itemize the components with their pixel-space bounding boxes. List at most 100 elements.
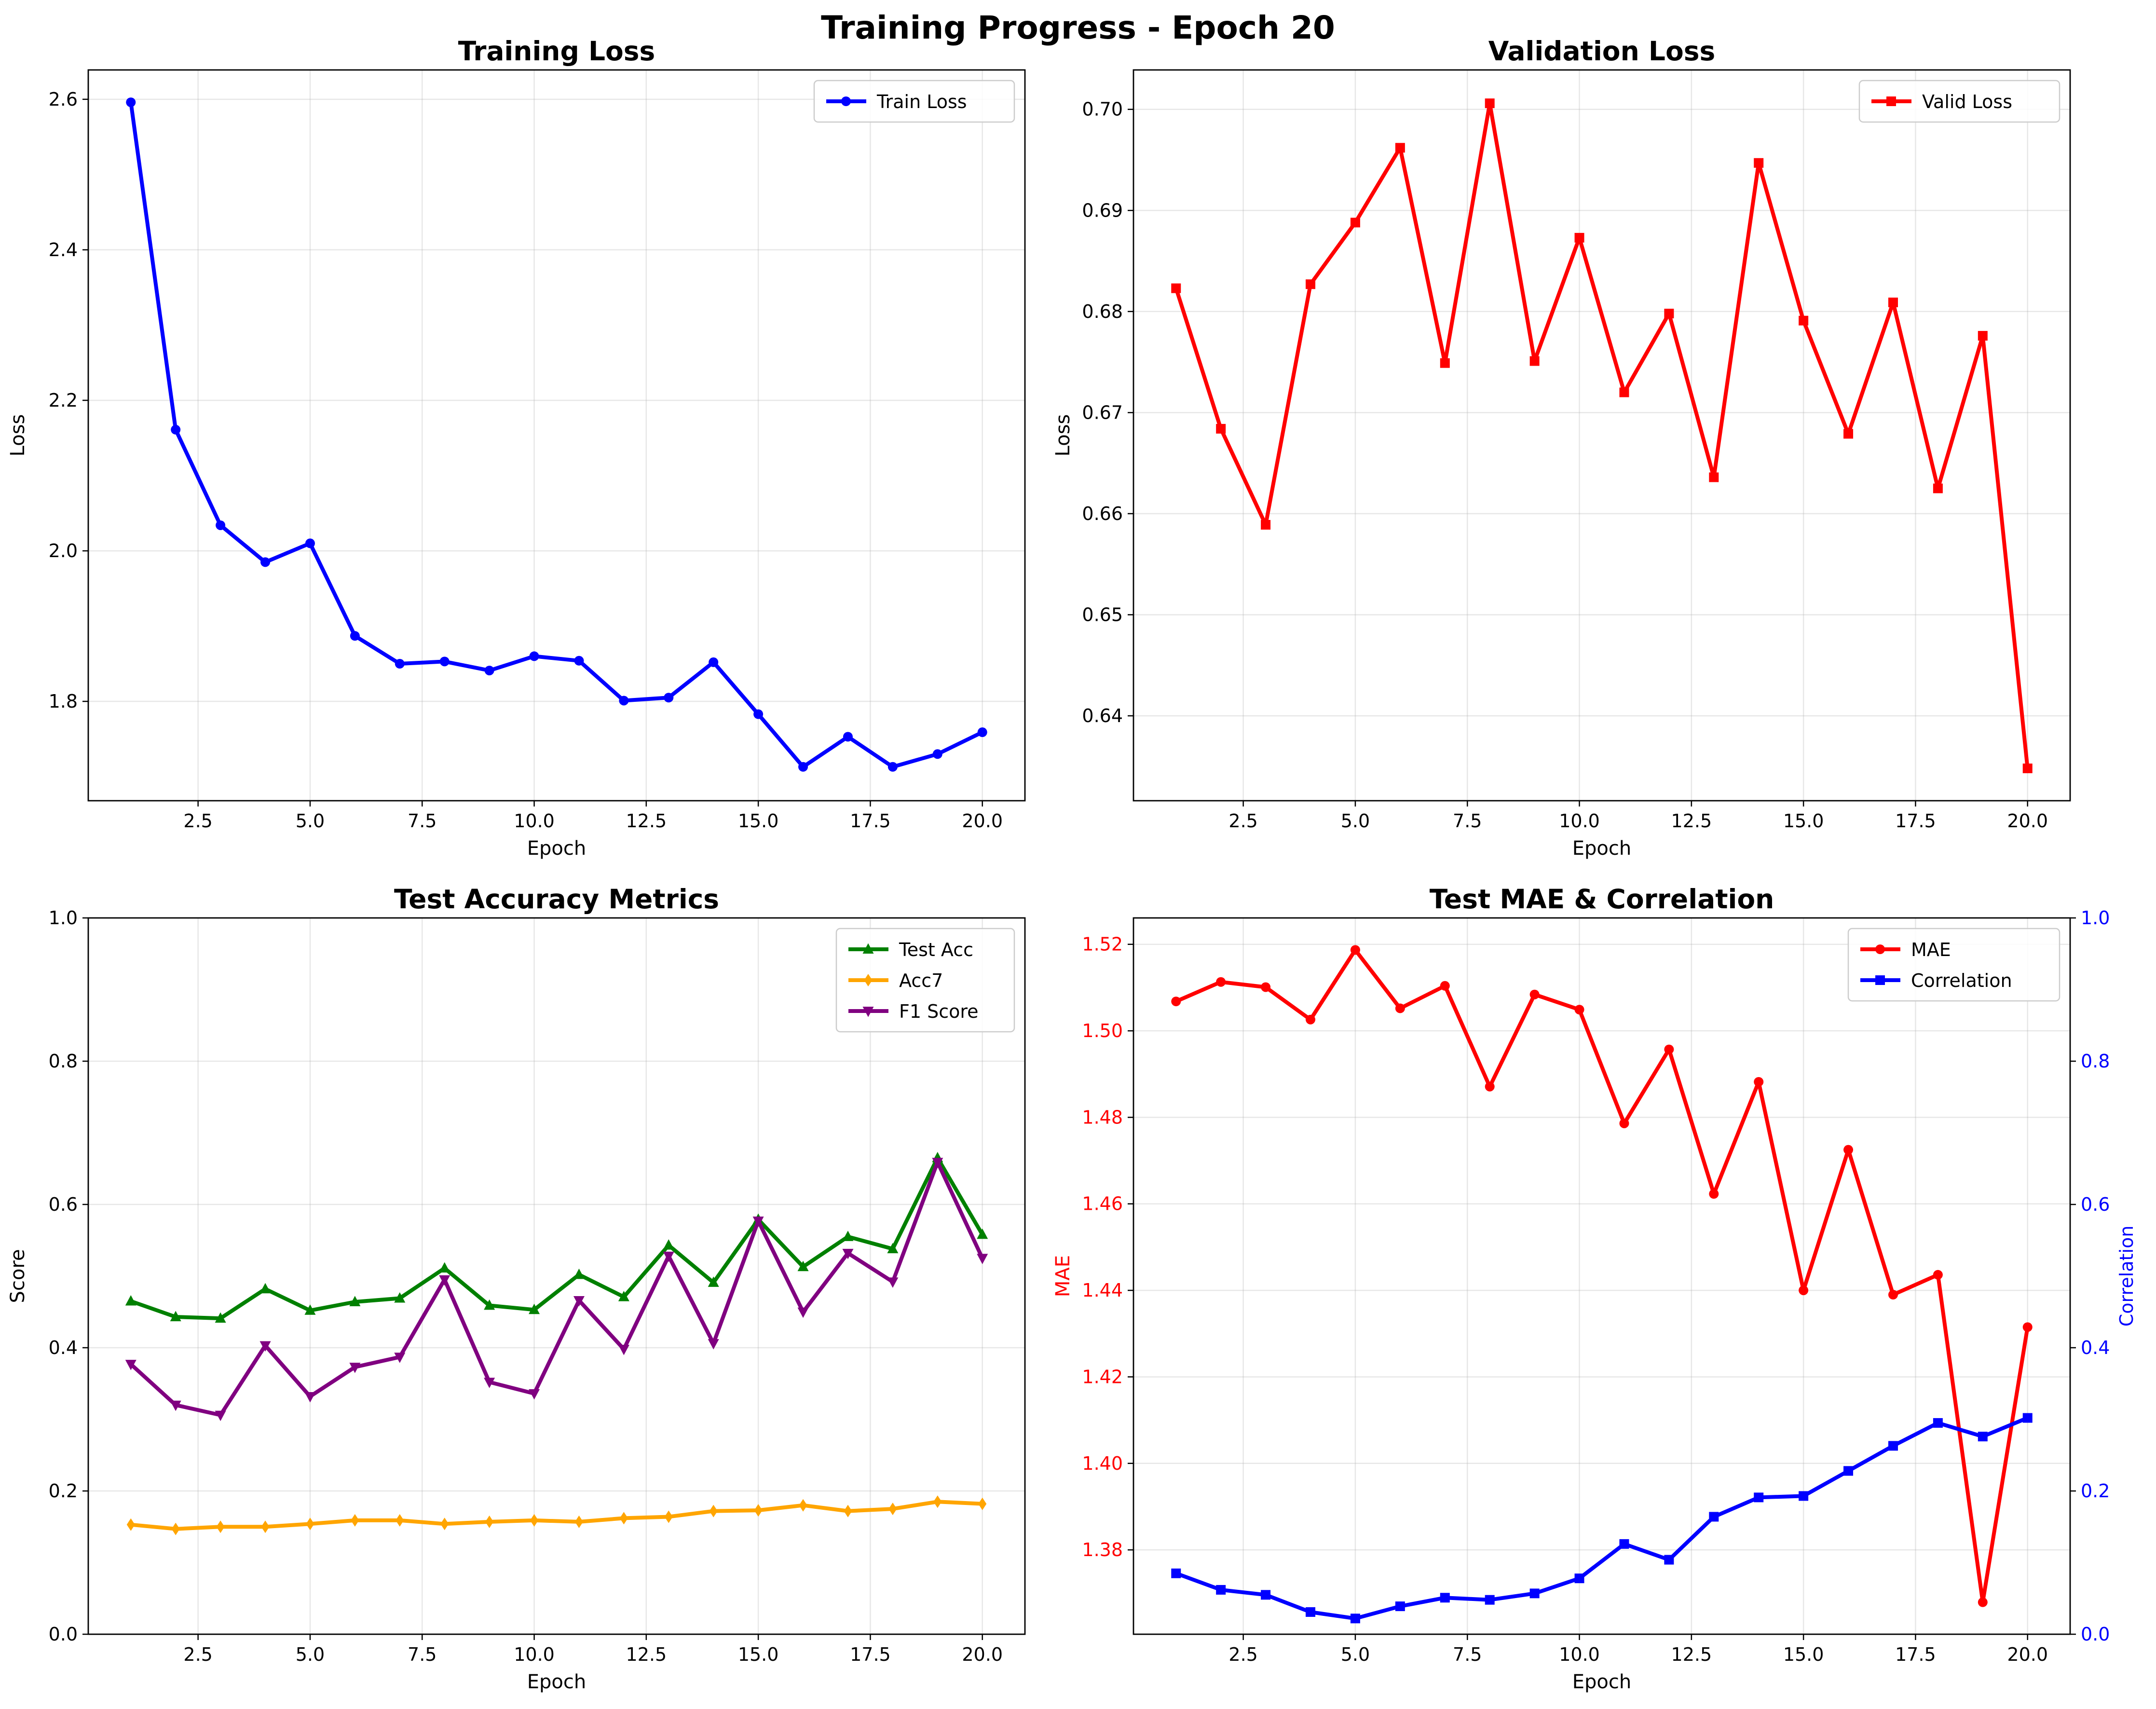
data-point-f1-score (887, 1277, 899, 1288)
data-point-f1-score (484, 1378, 495, 1388)
series-correlation (1171, 1413, 2033, 1624)
data-point-f1-score (573, 1296, 585, 1307)
plot-frame (87, 917, 1026, 1635)
x-axis-label: Epoch (527, 837, 586, 860)
data-point-test-acc (842, 1230, 854, 1241)
data-point-mae (1261, 982, 1271, 992)
x-tick-label: 12.5 (1671, 1644, 1712, 1665)
x-tick-label: 15.0 (1783, 1644, 1824, 1665)
data-point-mae (1485, 1081, 1495, 1092)
data-point-test-acc (529, 1303, 540, 1314)
legend-box (1847, 928, 2060, 1002)
x-tick-label: 10.0 (514, 1644, 555, 1665)
grid (1133, 918, 2070, 1634)
y-tick-label: 1.48 (1082, 1107, 1123, 1128)
data-point-correlation (1440, 1593, 1450, 1603)
x-tick-label: 15.0 (738, 810, 779, 832)
x-tick-label: 20.0 (2007, 810, 2048, 832)
data-point-correlation (1978, 1432, 1988, 1442)
data-point-valid-loss (2022, 763, 2033, 773)
data-point-acc7 (126, 1518, 135, 1531)
panel-validation-loss: 2.5 5.0 7.5 10.0 12.5 15.0 17.5 20.0 0.64 0.65 0.6… (1052, 36, 2071, 860)
x-tick-label: 17.5 (1895, 1644, 1936, 1665)
data-point-correlation (1843, 1466, 1854, 1476)
data-point-f1-score (842, 1248, 854, 1259)
data-point-correlation (1619, 1539, 1629, 1549)
legend-label-valid-loss: Valid Loss (1922, 91, 2012, 112)
data-point-test-acc (394, 1292, 406, 1303)
data-point-test-acc (349, 1296, 361, 1306)
data-point-test-acc (170, 1311, 181, 1322)
data-point-test-acc (887, 1243, 899, 1254)
x-tick-label: 2.5 (1228, 810, 1257, 832)
data-point-train-loss (574, 656, 584, 666)
data-point-f1-score (215, 1410, 226, 1422)
legend: Train Loss (813, 80, 1015, 123)
data-point-acc7 (619, 1512, 628, 1525)
y2-axis-label: Correlation (2116, 1226, 2137, 1327)
data-point-f1-score (259, 1341, 271, 1352)
data-point-f1-score (394, 1353, 406, 1363)
legend-label-correlation: Correlation (1911, 970, 2012, 991)
y-tick-label: 1.0 (49, 907, 78, 929)
chart-title: Validation Loss (1488, 36, 1715, 67)
x-tick-label: 17.5 (1895, 810, 1936, 832)
data-point-valid-loss (1888, 297, 1898, 307)
y-tick-label: 2.4 (49, 239, 78, 260)
series-mae (1171, 945, 2033, 1607)
data-point-mae (1529, 989, 1540, 999)
data-point-test-acc (439, 1262, 450, 1273)
data-point-test-acc (663, 1239, 674, 1250)
plot-frame (87, 69, 1026, 802)
data-point-valid-loss (1216, 424, 1226, 434)
y2-tick-label: 0.8 (2081, 1051, 2110, 1072)
data-point-mae (2022, 1322, 2033, 1332)
data-point-f1-score (349, 1363, 361, 1373)
chart-title: Test Accuracy Metrics (394, 884, 719, 915)
legend-marker-test-acc (862, 943, 874, 954)
y-axis-label: Score (7, 1249, 29, 1303)
data-point-acc7 (306, 1518, 314, 1531)
data-point-correlation (2022, 1413, 2033, 1423)
data-point-f1-score (304, 1392, 316, 1403)
x-tick-label: 15.0 (738, 1644, 779, 1665)
data-point-acc7 (485, 1515, 494, 1528)
data-point-mae (1799, 1285, 1809, 1296)
data-point-acc7 (440, 1518, 449, 1531)
data-point-correlation (1261, 1590, 1271, 1600)
data-point-mae (1574, 1005, 1584, 1015)
data-point-valid-loss (1171, 283, 1181, 293)
series-line-acc7 (130, 1500, 982, 1531)
data-point-f1-score (932, 1158, 943, 1168)
data-point-train-loss (798, 762, 808, 772)
data-point-acc7 (799, 1499, 807, 1512)
y-tick-label: 0.67 (1082, 402, 1123, 423)
data-point-f1-score (977, 1254, 988, 1264)
data-point-train-loss (753, 709, 764, 719)
data-point-acc7 (530, 1514, 539, 1527)
data-point-valid-loss (1664, 309, 1674, 318)
x-tick-label: 7.5 (1453, 1644, 1482, 1665)
data-point-correlation (1888, 1441, 1898, 1451)
legend-box (813, 80, 1015, 123)
data-point-valid-loss (1395, 143, 1405, 153)
data-point-acc7 (754, 1504, 763, 1517)
data-point-f1-score (529, 1389, 540, 1400)
data-point-mae (1306, 1014, 1316, 1025)
data-point-mae (1933, 1270, 1943, 1280)
legend-label-mae: MAE (1911, 939, 1951, 960)
series-train-loss (126, 97, 987, 772)
data-point-valid-loss (1933, 483, 1943, 493)
data-point-mae (1350, 945, 1360, 955)
data-point-valid-loss (1619, 387, 1629, 397)
x-tick-label: 2.5 (183, 810, 212, 832)
data-point-train-loss (305, 538, 315, 548)
data-point-train-loss (395, 659, 405, 669)
data-point-mae (1619, 1118, 1629, 1128)
data-point-f1-score (663, 1251, 674, 1262)
legend-label-test-acc: Test Acc (899, 939, 973, 960)
legend: Valid Loss (1858, 80, 2060, 123)
y-axis-label: MAE (1052, 1255, 1074, 1297)
legend-label-f1-score: F1 Score (899, 1001, 979, 1022)
legend-marker-correlation (1875, 975, 1885, 985)
